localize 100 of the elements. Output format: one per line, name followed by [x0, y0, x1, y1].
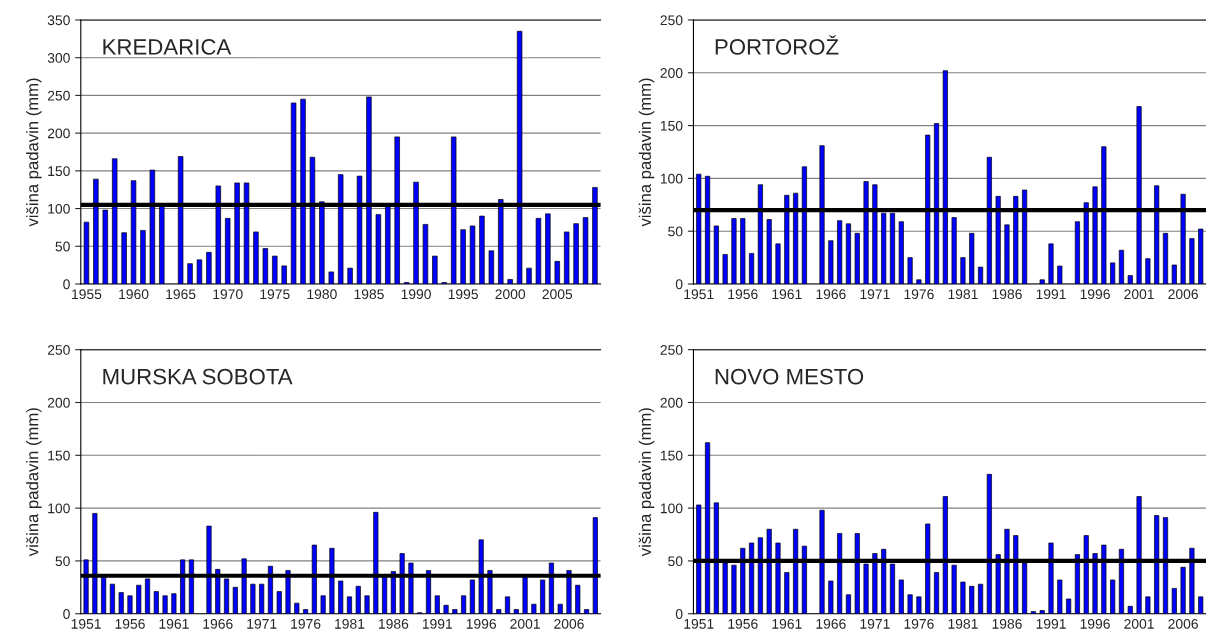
x-tick-label: 1985: [354, 289, 384, 300]
x-tick-label: 1996: [1080, 289, 1110, 300]
bar: [1110, 579, 1116, 614]
x-tick-label: 1986: [992, 618, 1022, 629]
x-tick-label: 1960: [119, 289, 149, 300]
y-tick-label: 0: [63, 609, 70, 619]
x-tick-label: 1976: [291, 618, 321, 629]
y-axis-title: višina padavin (mm): [638, 78, 655, 227]
x-tick-label: 1990: [401, 289, 431, 300]
x-tick-label: 1986: [992, 289, 1022, 300]
x-tick-label: 1956: [728, 289, 758, 300]
bar: [1057, 579, 1063, 614]
y-tick-label: 0: [675, 279, 683, 290]
x-tick-label: 1996: [1080, 618, 1110, 629]
x-tick-label: 1975: [260, 289, 290, 300]
bar: [452, 609, 458, 614]
x-tick-label: 1991: [1036, 618, 1066, 629]
x-tick-label: 1956: [115, 618, 145, 629]
bar: [355, 585, 361, 614]
bar: [557, 603, 563, 614]
y-tick-label: 300: [47, 53, 70, 63]
x-tick-label: 1986: [378, 618, 409, 629]
bar: [933, 572, 940, 614]
bar: [513, 609, 519, 614]
y-tick-label: 200: [47, 397, 70, 408]
bar: [969, 585, 975, 614]
bar: [1039, 610, 1045, 614]
y-tick-label: 200: [660, 68, 683, 78]
y-tick-label: 50: [668, 226, 683, 237]
y-tick-label: 100: [48, 503, 70, 514]
y-tick-label: 0: [675, 609, 683, 619]
x-tick-label: 1955: [72, 289, 102, 300]
x-tick-label: 1961: [772, 289, 802, 300]
bar: [960, 581, 966, 614]
bar: [364, 595, 370, 614]
x-tick-label: 2001: [1124, 289, 1154, 300]
x-tick-label: 1971: [860, 289, 890, 300]
x-tick-label: 1996: [466, 618, 497, 629]
text: MURSKA SOBOTA: [103, 368, 293, 385]
x-tick-label: 1981: [948, 618, 978, 629]
bar: [1127, 605, 1133, 614]
y-tick-label: 0: [63, 279, 70, 290]
y-tick-label: 200: [47, 128, 70, 139]
x-tick-label: 1981: [948, 289, 978, 300]
bar: [294, 602, 300, 614]
y-tick-label: 250: [47, 345, 70, 355]
y-tick-label: 100: [660, 173, 683, 184]
y-tick-label: 150: [660, 450, 683, 461]
bar: [276, 591, 282, 614]
x-tick-label: 1951: [71, 618, 101, 629]
x-tick-label: 1951: [684, 618, 714, 629]
text: NOVO MESTO: [715, 368, 864, 385]
bar: [346, 596, 353, 614]
x-tick-label: 1976: [904, 289, 934, 300]
text: KREDARICA: [103, 39, 232, 55]
bar: [118, 592, 124, 614]
bar: [531, 603, 537, 614]
bar: [784, 572, 790, 614]
bar: [259, 583, 265, 614]
bar: [171, 593, 177, 614]
bar: [109, 583, 115, 614]
bar: [153, 591, 159, 614]
x-tick-label: 1966: [816, 289, 846, 300]
bar: [916, 596, 922, 614]
x-tick-label: 2006: [1168, 289, 1198, 300]
bar: [828, 580, 834, 614]
x-tick-label: 1961: [772, 618, 802, 629]
x-tick-label: 1961: [159, 618, 189, 629]
y-tick-label: 100: [660, 503, 683, 514]
bar: [1066, 598, 1072, 614]
bar: [127, 595, 133, 614]
bar: [1198, 596, 1204, 614]
x-tick-label: 2005: [542, 289, 573, 300]
bar: [978, 583, 984, 614]
text: PORTOROŽ: [715, 35, 839, 55]
y-axis-title: višina padavin (mm): [26, 78, 42, 227]
bar: [1171, 588, 1177, 614]
x-tick-label: 1976: [904, 618, 934, 629]
x-tick-label: 1971: [247, 618, 277, 629]
y-axis-title: višina padavin (mm): [638, 408, 655, 557]
x-tick-label: 1991: [422, 618, 453, 629]
y-tick-label: 350: [47, 15, 70, 26]
y-tick-label: 250: [47, 90, 70, 101]
bar: [1145, 596, 1151, 614]
bar: [250, 583, 256, 614]
y-tick-label: 50: [668, 556, 683, 567]
y-tick-label: 150: [660, 120, 683, 131]
bar: [504, 596, 511, 614]
y-tick-label: 50: [55, 556, 70, 567]
y-tick-label: 200: [660, 397, 683, 408]
bar: [443, 604, 449, 614]
bar: [845, 594, 851, 614]
x-tick-label: 2001: [1124, 618, 1154, 629]
y-axis-title: višina padavin (mm): [26, 408, 42, 557]
bar: [338, 580, 344, 614]
x-tick-label: 1970: [213, 289, 243, 300]
x-tick-label: 2006: [1168, 618, 1198, 629]
y-tick-label: 250: [660, 345, 683, 355]
bar: [907, 594, 913, 614]
bar: [162, 595, 168, 614]
